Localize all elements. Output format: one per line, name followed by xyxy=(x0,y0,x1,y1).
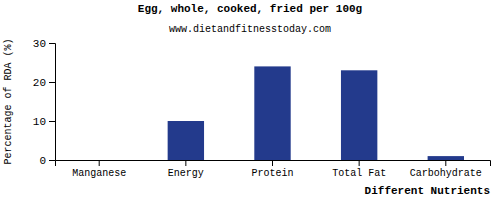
y-tick-mark xyxy=(49,160,55,161)
bar xyxy=(341,70,377,160)
x-axis-line xyxy=(56,161,491,167)
x-tick-mark xyxy=(445,160,446,166)
bar xyxy=(428,156,464,160)
bar xyxy=(81,160,117,161)
y-tick-label: 0 xyxy=(39,155,46,167)
y-axis: 0 10 20 30 xyxy=(33,38,56,167)
y-axis-title: Percentage of RDA (%) xyxy=(3,38,14,164)
x-tick-mark xyxy=(272,160,273,166)
x-tick-mark xyxy=(185,160,186,166)
y-tick-mark xyxy=(49,121,55,122)
y-tick-label: 30 xyxy=(33,38,46,50)
y-tick-label: 20 xyxy=(33,77,46,89)
x-axis-title: Different Nutrients xyxy=(365,185,490,197)
x-tick: Total Fat xyxy=(332,160,386,179)
title: Egg, whole, cooked, fried per 100g xyxy=(138,3,362,15)
y-tick: 30 xyxy=(33,38,55,50)
x-axis: Manganese Energy Protein Total Fat Carbohydr… xyxy=(56,160,491,179)
y-tick: 0 xyxy=(39,155,55,167)
y-tick-label: 10 xyxy=(33,116,46,128)
y-axis-line xyxy=(49,44,56,161)
x-tick-label: Carbohydrate xyxy=(410,168,482,179)
x-tick-label: Manganese xyxy=(72,168,126,179)
x-tick: Carbohydrate xyxy=(410,160,482,179)
bar xyxy=(168,121,204,160)
chart: Egg, whole, cooked, fried per 100g www.di… xyxy=(0,0,500,200)
x-tick-mark xyxy=(359,160,360,166)
y-tick-mark xyxy=(49,43,55,44)
bar xyxy=(254,66,290,160)
x-tick: Manganese xyxy=(72,160,126,179)
y-tick: 10 xyxy=(33,116,55,128)
y-tick: 20 xyxy=(33,77,55,89)
x-tick: Protein xyxy=(251,160,293,179)
x-tick-mark xyxy=(99,160,100,166)
x-tick-label: Total Fat xyxy=(332,168,386,179)
plot: 0 10 20 30 Manganese Energy Protein Total Fat Ca… xyxy=(33,38,491,179)
y-tick-mark xyxy=(49,82,55,83)
x-tick: Energy xyxy=(168,160,204,179)
subtitle: www.dietandfitnesstoday.com xyxy=(169,24,331,35)
x-tick-label: Energy xyxy=(168,168,204,179)
bars xyxy=(168,66,464,160)
x-tick-label: Protein xyxy=(251,168,293,179)
